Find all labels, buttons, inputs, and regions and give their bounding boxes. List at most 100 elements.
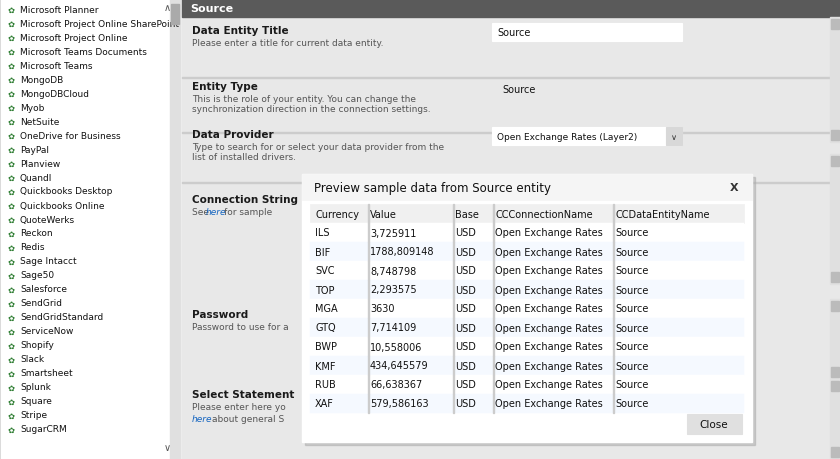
Text: 8,748798: 8,748798 <box>370 266 417 276</box>
Text: Preview sample data from Source entity: Preview sample data from Source entity <box>314 181 551 194</box>
Bar <box>310 224 744 242</box>
Bar <box>0 0 180 459</box>
Text: ✿: ✿ <box>8 117 15 126</box>
Text: Quandl: Quandl <box>20 173 52 182</box>
Text: Source: Source <box>615 398 648 409</box>
Text: ✿: ✿ <box>8 159 15 168</box>
Text: Microsoft Teams: Microsoft Teams <box>20 62 92 70</box>
Text: X: X <box>730 183 738 193</box>
Bar <box>831 302 839 311</box>
Bar <box>182 78 840 79</box>
Text: Open Exchange Rates: Open Exchange Rates <box>495 398 603 409</box>
Text: ∧: ∧ <box>164 3 171 13</box>
Text: ✿: ✿ <box>8 285 15 294</box>
Bar <box>831 272 839 282</box>
Text: Data Entity Title: Data Entity Title <box>192 26 289 36</box>
Text: Quickbooks Desktop: Quickbooks Desktop <box>20 187 113 196</box>
Text: PayPal: PayPal <box>20 145 49 154</box>
Bar <box>830 155 840 285</box>
Text: Open Exchange Rates: Open Exchange Rates <box>495 361 603 371</box>
Text: Open Exchange Rates: Open Exchange Rates <box>495 304 603 314</box>
Text: ✿: ✿ <box>8 47 15 56</box>
Bar <box>310 205 744 224</box>
Bar <box>182 133 840 134</box>
Bar <box>171 5 179 25</box>
Text: ✿: ✿ <box>8 6 15 15</box>
Text: Salesforce: Salesforce <box>20 285 67 294</box>
Bar <box>830 299 840 379</box>
Text: MongoDBCloud: MongoDBCloud <box>20 90 89 98</box>
Text: Source: Source <box>190 4 234 14</box>
Text: ✿: ✿ <box>8 187 15 196</box>
Text: QuoteWerks: QuoteWerks <box>20 215 75 224</box>
Bar <box>310 280 744 299</box>
Text: Source: Source <box>615 266 648 276</box>
Bar <box>310 318 744 337</box>
Text: ✿: ✿ <box>8 19 15 28</box>
Text: RUB: RUB <box>315 380 336 390</box>
Text: ✿: ✿ <box>8 397 15 406</box>
Text: Currency: Currency <box>315 209 359 219</box>
Text: ✿: ✿ <box>8 75 15 84</box>
Text: This is the role of your entity. You can change the
synchronization direction in: This is the role of your entity. You can… <box>192 95 431 114</box>
Text: about general S: about general S <box>212 414 284 423</box>
Text: Shopify: Shopify <box>20 341 54 350</box>
Bar <box>831 367 839 377</box>
Text: Entity Type: Entity Type <box>192 82 258 92</box>
Text: Open Exchange Rates: Open Exchange Rates <box>495 247 603 257</box>
Bar <box>687 414 742 434</box>
Text: Slack: Slack <box>20 355 45 364</box>
Text: Microsoft Project Online SharePoint: Microsoft Project Online SharePoint <box>20 19 179 28</box>
Text: ILS: ILS <box>315 228 329 238</box>
Text: Base: Base <box>455 209 479 219</box>
Text: ✿: ✿ <box>8 341 15 350</box>
Text: ✿: ✿ <box>8 34 15 42</box>
Text: ✿: ✿ <box>8 299 15 308</box>
Text: ✿: ✿ <box>8 425 15 434</box>
Text: Source: Source <box>502 85 535 95</box>
Text: 3630: 3630 <box>370 304 395 314</box>
Text: Source: Source <box>615 361 648 371</box>
Text: Open Exchange Rates: Open Exchange Rates <box>495 266 603 276</box>
Text: ∨: ∨ <box>671 132 677 141</box>
Text: Sage50: Sage50 <box>20 271 54 280</box>
Text: Open Exchange Rates: Open Exchange Rates <box>495 228 603 238</box>
Bar <box>310 375 744 394</box>
Bar <box>302 174 752 201</box>
Text: TOP: TOP <box>315 285 334 295</box>
Text: ✿: ✿ <box>8 131 15 140</box>
Text: Source: Source <box>615 342 648 352</box>
Text: Please enter here yo: Please enter here yo <box>192 402 286 411</box>
Bar <box>310 356 744 375</box>
Bar <box>170 0 180 459</box>
Bar <box>305 178 755 445</box>
Text: Smartsheet: Smartsheet <box>20 369 72 378</box>
Text: Password: Password <box>192 309 249 319</box>
Text: Data Provider: Data Provider <box>192 130 274 140</box>
Bar <box>831 20 839 30</box>
Text: USD: USD <box>455 342 476 352</box>
Text: Microsoft Project Online: Microsoft Project Online <box>20 34 128 42</box>
Text: Source: Source <box>615 228 648 238</box>
Text: ✿: ✿ <box>8 313 15 322</box>
Text: USD: USD <box>455 323 476 333</box>
Text: Redis: Redis <box>20 243 45 252</box>
Text: here: here <box>206 207 227 217</box>
Bar <box>830 18 840 143</box>
Text: BIF: BIF <box>315 247 330 257</box>
Text: Quickbooks Online: Quickbooks Online <box>20 201 104 210</box>
Text: ∨: ∨ <box>164 442 171 452</box>
Text: Microsoft Teams Documents: Microsoft Teams Documents <box>20 47 147 56</box>
Text: Connection String: Connection String <box>192 195 298 205</box>
Text: Type to search for or select your data provider from the
list of installed drive: Type to search for or select your data p… <box>192 143 444 162</box>
Text: Please enter a title for current data entity.: Please enter a title for current data en… <box>192 39 384 48</box>
Bar <box>830 379 840 459</box>
Text: Source: Source <box>615 304 648 314</box>
Text: OneDrive for Business: OneDrive for Business <box>20 131 121 140</box>
Bar <box>310 299 744 318</box>
Text: 2,293575: 2,293575 <box>370 285 417 295</box>
Text: ServiceNow: ServiceNow <box>20 327 73 336</box>
Text: Open Exchange Rates: Open Exchange Rates <box>495 342 603 352</box>
Text: ✿: ✿ <box>8 90 15 98</box>
Text: KMF: KMF <box>315 361 335 371</box>
